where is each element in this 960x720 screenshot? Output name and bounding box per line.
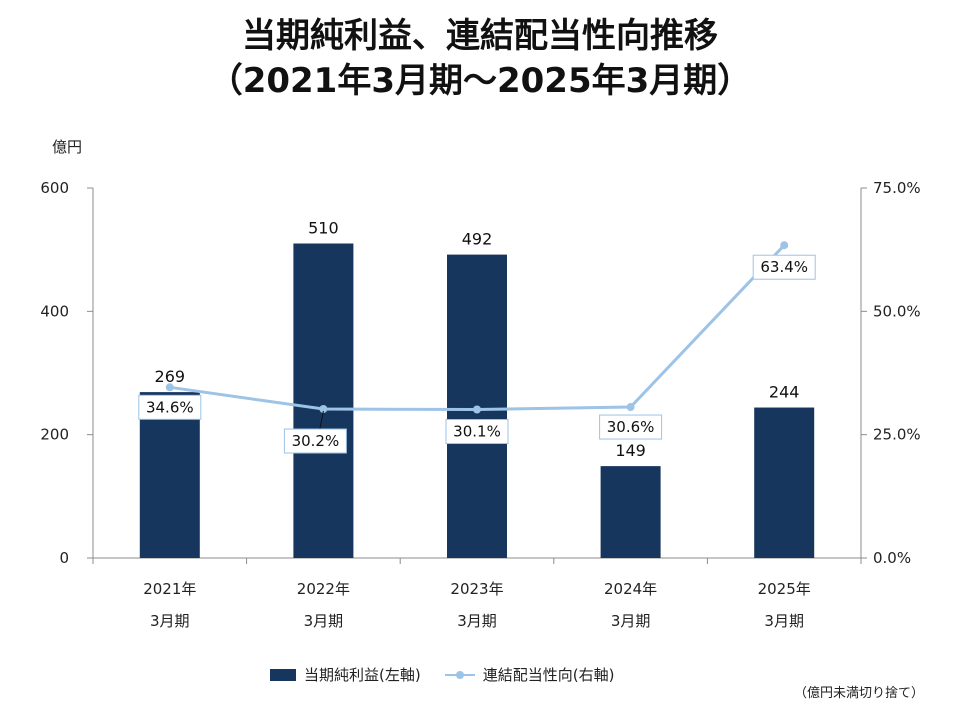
bar-data-label: 510 xyxy=(308,219,339,238)
payout-ratio-point xyxy=(165,383,174,392)
x-tick-label-period: 3月期 xyxy=(304,612,344,630)
right-tick-label: 50.0% xyxy=(873,302,921,320)
footnote: （億円未満切り捨て） xyxy=(793,686,924,701)
legend-item-net-income: 当期純利益(左軸) xyxy=(270,664,421,685)
line-data-label: 30.1% xyxy=(453,423,501,441)
left-tick-label: 600 xyxy=(40,179,69,197)
right-tick-label: 75.0% xyxy=(873,179,921,197)
legend-item-payout-ratio: 連結配当性向(右軸) xyxy=(444,664,615,685)
line-data-label: 30.2% xyxy=(292,432,340,450)
line-data-label-box xyxy=(599,414,663,440)
left-tick-label: 400 xyxy=(40,302,69,320)
bar-data-label: 269 xyxy=(155,367,186,386)
payout-ratio-point xyxy=(319,405,328,414)
left-tick-label: 0 xyxy=(59,549,69,567)
x-tick-label-period: 3月期 xyxy=(457,612,497,630)
legend-swatch-bar xyxy=(270,668,296,681)
line-data-label-box xyxy=(752,254,816,280)
payout-ratio-point xyxy=(780,241,789,250)
line-data-label: 63.4% xyxy=(760,258,808,276)
legend-label-payout-ratio: 連結配当性向(右軸) xyxy=(482,666,615,684)
line-data-label-box xyxy=(138,394,202,420)
x-tick-label-period: 3月期 xyxy=(611,612,651,630)
line-data-label-box xyxy=(283,428,347,454)
chart-title-line1: 当期純利益、連結配当性向推移 xyxy=(242,16,718,56)
x-tick-label-year: 2023年 xyxy=(450,580,503,598)
x-tick-label-year: 2022年 xyxy=(297,580,350,598)
x-tick-label-period: 3月期 xyxy=(150,612,190,630)
x-tick-label-year: 2024年 xyxy=(604,580,657,598)
legend: 当期純利益(左軸) 連結配当性向(右軸) xyxy=(270,664,630,685)
bar-data-label: 244 xyxy=(769,383,800,402)
bar-net-income xyxy=(293,243,354,558)
payout-ratio-point xyxy=(626,403,635,412)
bar-data-label: 492 xyxy=(462,230,493,249)
bar-net-income xyxy=(600,466,661,558)
bar-net-income xyxy=(754,407,815,558)
right-tick-label: 25.0% xyxy=(873,426,921,444)
right-tick-label: 0.0% xyxy=(873,549,911,567)
payout-ratio-point xyxy=(473,405,481,414)
x-tick-label-year: 2025年 xyxy=(758,580,811,598)
chart-title-line2: （2021年3月期～2025年3月期） xyxy=(208,60,752,101)
y-axis-unit: 億円 xyxy=(52,138,82,156)
legend-label-net-income: 当期純利益(左軸) xyxy=(304,666,421,684)
line-data-label-box xyxy=(445,419,509,445)
legend-swatch-line xyxy=(444,669,475,681)
bar-data-label: 149 xyxy=(615,441,646,460)
line-data-label: 30.6% xyxy=(607,418,655,436)
left-tick-label: 200 xyxy=(40,426,69,444)
x-tick-label-year: 2021年 xyxy=(143,580,196,598)
label-leader-line xyxy=(318,410,324,432)
x-tick-label-period: 3月期 xyxy=(764,612,804,630)
line-data-label: 34.6% xyxy=(146,398,194,416)
chart-title: 当期純利益、連結配当性向推移 （2021年3月期～2025年3月期） xyxy=(0,14,960,104)
